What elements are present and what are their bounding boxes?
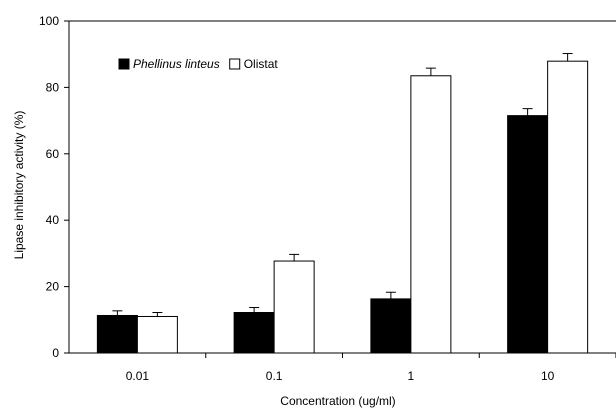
y-tick-label: 0: [52, 346, 59, 360]
bar-group: [96, 310, 138, 354]
bars: [96, 53, 589, 354]
legend-label: Olistat: [244, 57, 279, 71]
x-tick-label: 0.01: [126, 369, 150, 383]
legend-swatch: [229, 58, 241, 70]
x-tick-label: 10: [541, 369, 555, 383]
bar-group: [547, 53, 589, 354]
bar: [233, 311, 275, 354]
bar: [410, 75, 452, 354]
bar: [370, 298, 412, 354]
bar-group: [507, 108, 549, 354]
y-tick-label: 80: [46, 80, 60, 94]
bar-group: [136, 311, 178, 354]
legend-swatch: [118, 58, 130, 70]
bar-group: [370, 291, 412, 354]
bar-group: [233, 307, 275, 354]
y-tick-label: 100: [39, 14, 59, 28]
bar: [273, 260, 315, 354]
y-tick-label: 60: [46, 147, 60, 161]
y-tick-label: 40: [46, 213, 60, 227]
bar: [96, 314, 138, 354]
bar: [507, 115, 549, 354]
legend-label: Phellinus linteus: [133, 57, 220, 71]
bar-group: [273, 253, 315, 354]
y-axis-label: Lipase inhibitory activity (%): [12, 111, 26, 260]
x-tick-label: 1: [408, 369, 415, 383]
y-tick-label: 20: [46, 280, 60, 294]
x-tick-label: 0.1: [266, 369, 283, 383]
bar-group: [410, 67, 452, 354]
x-axis-label: Concentration (ug/ml): [280, 394, 395, 408]
bar: [136, 315, 178, 354]
legend: Phellinus linteus Olistat: [118, 57, 279, 71]
bar: [547, 60, 589, 354]
